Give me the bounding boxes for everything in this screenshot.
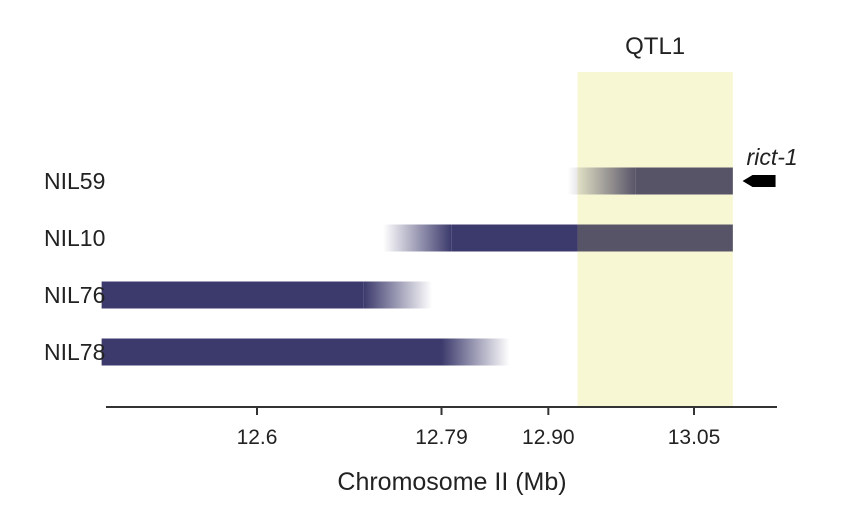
row-label-nil78: NIL78 xyxy=(44,339,105,365)
bar-nil10-qtl-segment xyxy=(577,224,733,252)
row-label-nil76: NIL76 xyxy=(44,282,105,308)
bar-nil59-fade-in xyxy=(567,167,636,195)
bar-nil10-segment xyxy=(451,224,578,252)
bar-nil76-fade-out xyxy=(363,281,432,309)
bar-nil76 xyxy=(101,281,432,309)
x-tick-label-2: 12.90 xyxy=(522,426,575,449)
x-tick-label-1: 12.79 xyxy=(415,426,468,449)
gene-direction-arrow-icon xyxy=(742,175,776,187)
bar-nil78 xyxy=(101,338,510,366)
bar-nil59 xyxy=(567,167,733,195)
x-tick-label-0: 12.6 xyxy=(237,426,278,449)
qtl1-label: QTL1 xyxy=(625,33,685,60)
row-label-nil10: NIL10 xyxy=(44,225,105,251)
bar-nil10 xyxy=(383,224,733,252)
bar-nil78-segment xyxy=(101,338,442,366)
x-axis-label: Chromosome II (Mb) xyxy=(337,468,566,496)
row-label-nil59: NIL59 xyxy=(44,168,105,194)
bar-nil10-fade-in xyxy=(383,224,452,252)
bar-nil59-qtl-segment xyxy=(635,167,733,195)
gene-label: rict-1 xyxy=(747,144,798,170)
bar-nil78-fade-out xyxy=(441,338,510,366)
bar-nil76-segment xyxy=(101,281,364,309)
x-tick-label-3: 13.05 xyxy=(668,426,721,449)
